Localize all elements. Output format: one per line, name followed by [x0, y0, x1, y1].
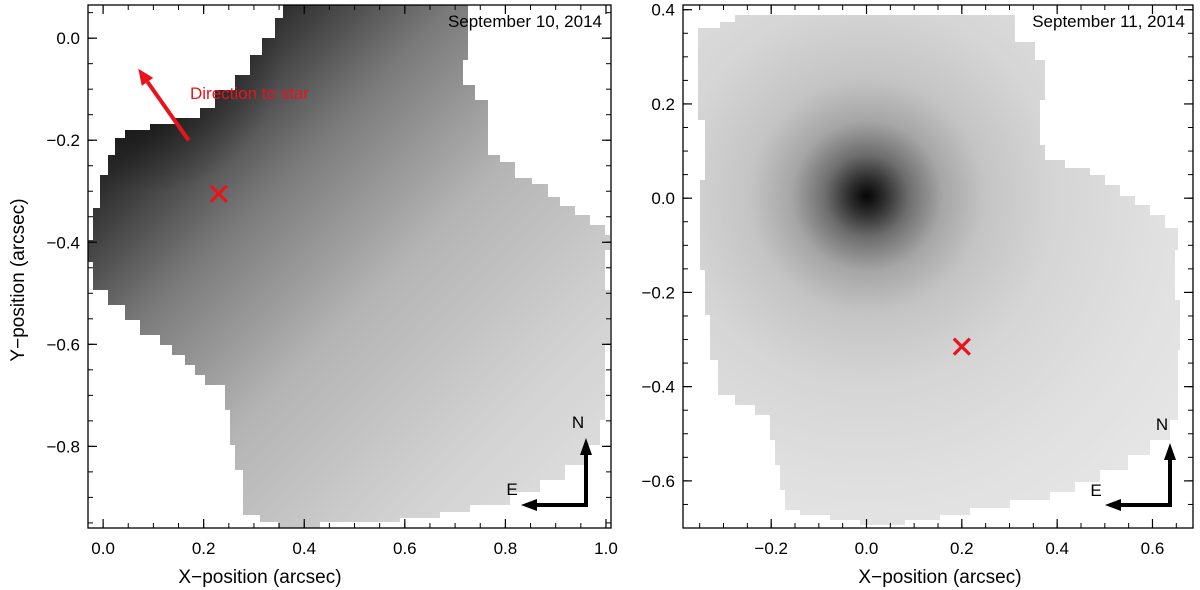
panel2-x-tick-label: 0.4	[1045, 539, 1069, 558]
panel2-y-tick-label: 0.0	[651, 189, 675, 208]
panel2-y-tick-label: −0.6	[641, 472, 675, 491]
panel1-dark-lobe	[88, 5, 380, 335]
panel1-east-label: E	[506, 480, 517, 499]
panel2-x-axis-title: X−position (arcsec)	[858, 567, 1021, 588]
panel1-x-tick-label: 0.0	[91, 539, 115, 558]
panel1-position-marker	[209, 184, 228, 203]
panel1-y-tick-label: 0.0	[56, 29, 80, 48]
panel2-y-tick-label: 0.2	[651, 95, 675, 114]
panel2-y-tick-label: 0.4	[651, 1, 675, 20]
panel2-east-label: E	[1090, 481, 1101, 500]
panel1-y-tick-label: −0.2	[46, 131, 80, 150]
panel1-x-axis-title: X−position (arcsec)	[178, 567, 341, 588]
panel1-frame	[87, 4, 612, 529]
panel1-y-axis-title: Y−position (arcsec)	[8, 198, 29, 361]
direction-to-star-arrow	[138, 68, 191, 142]
panel2-compass: N E	[1090, 415, 1176, 511]
panel2-x-tick-label: 0.2	[950, 539, 974, 558]
panel2-north-arrowhead	[1164, 443, 1176, 460]
panel2-image	[698, 15, 1180, 525]
panel2-y-tick-label: −0.4	[641, 378, 675, 397]
panel2-x-tick-label: 0.0	[855, 539, 879, 558]
panel1-y-tick-label: −0.4	[46, 233, 80, 252]
panel2-ticks: −0.2 0.0 0.2 0.4 0.6 −0.6 −0.4 −0.2 0.0 0.2 0.4	[641, 1, 1193, 558]
panel1-x-tick-label: 0.2	[192, 539, 216, 558]
panel1-y-tick-label: −0.8	[46, 437, 80, 456]
direction-to-star-label: Direction to star	[190, 84, 309, 103]
panel1-image	[88, 5, 610, 528]
panel1-date-label: September 10, 2014	[448, 12, 602, 31]
panel1-ticks: 0.0 0.2 0.4 0.6 0.8 1.0 −0.8 −0.6 −0.4 −0.2 0.0	[46, 5, 618, 558]
panel1-x-tick-label: 0.8	[494, 539, 518, 558]
panel1-x-tick-label: 1.0	[594, 539, 618, 558]
panel2-x-tick-label: −0.2	[754, 539, 788, 558]
panel1-y-tick-label: −0.6	[46, 335, 80, 354]
panel1-east-arrowhead	[521, 499, 537, 511]
panel2-east-arrowhead	[1105, 499, 1121, 511]
panel1-compass: N E	[506, 413, 592, 511]
panel1-x-tick-label: 0.6	[393, 539, 417, 558]
panel2-x-tick-label: 0.6	[1141, 539, 1165, 558]
panel2-north-label: N	[1156, 415, 1168, 434]
panel2-position-marker	[952, 337, 971, 356]
panel1-north-label: N	[572, 413, 584, 432]
panel1-x-tick-label: 0.4	[292, 539, 316, 558]
panel2-date-label: September 11, 2014	[1032, 12, 1185, 31]
panel2-emission-map	[698, 15, 1180, 525]
panel2-y-tick-label: −0.2	[641, 283, 675, 302]
panel1-north-arrowhead	[580, 438, 592, 455]
